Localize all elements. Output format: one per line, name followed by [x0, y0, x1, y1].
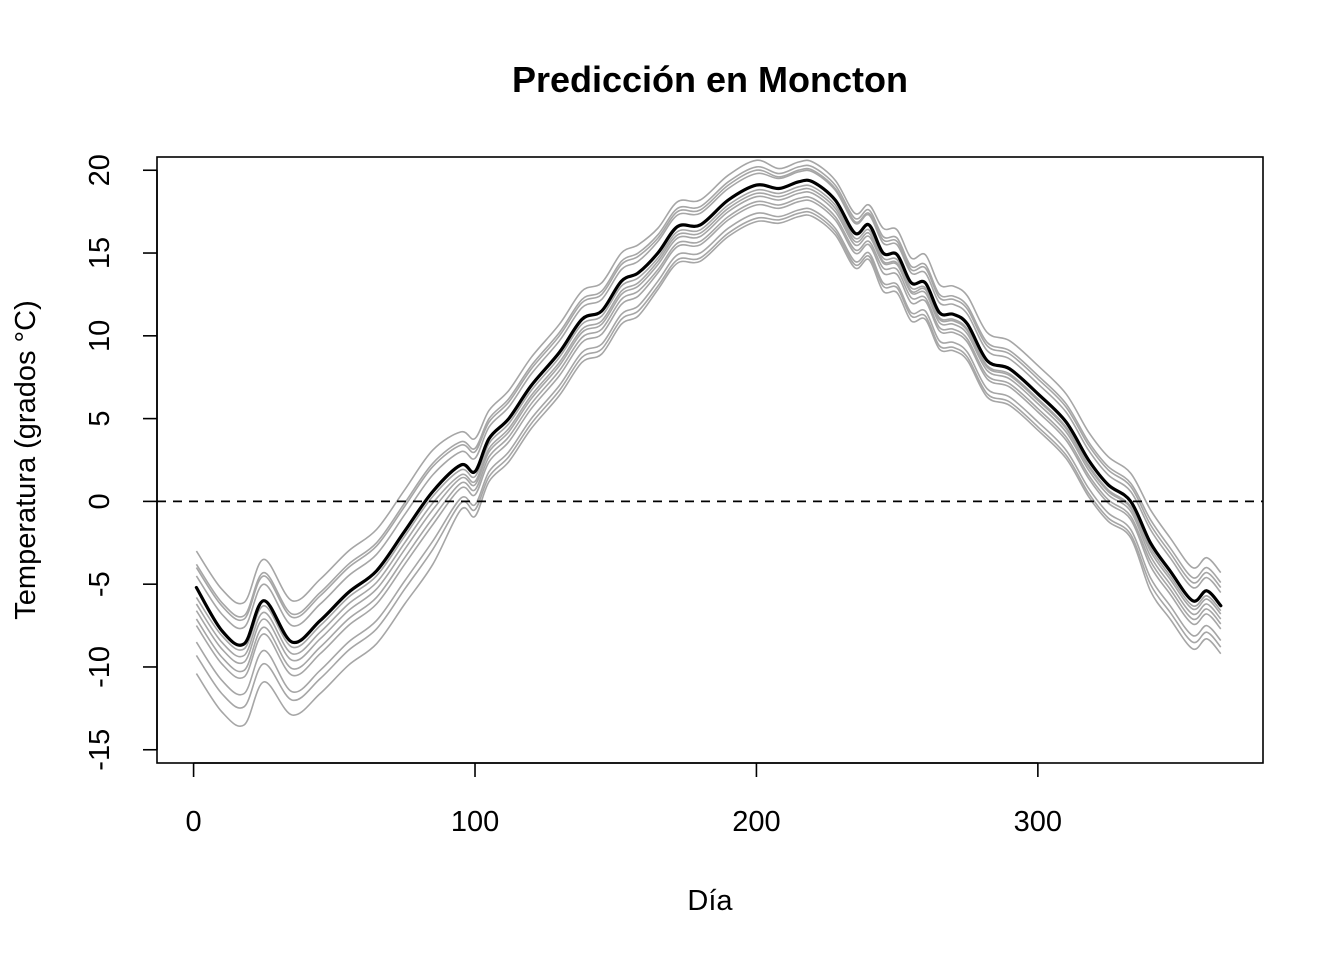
y-axis-label: Temperatura (grados °C) — [10, 300, 42, 619]
plot-frame — [156, 156, 1264, 764]
simulation-line — [195, 187, 1222, 658]
simulation-line — [195, 199, 1222, 679]
simulation-line — [195, 167, 1222, 621]
x-tick-label: 300 — [1014, 806, 1062, 838]
prediction-line — [194, 178, 1223, 647]
simulation-line — [195, 207, 1222, 696]
simulation-lines — [195, 159, 1222, 727]
x-axis: 0 100 200 300 — [186, 762, 1062, 838]
x-tick-label: 100 — [451, 806, 499, 838]
y-tick-label: 20 — [84, 154, 116, 186]
y-tick-label: 0 — [84, 493, 116, 509]
chart-title: Predicción en Moncton — [512, 59, 908, 100]
y-tick-label: 15 — [84, 237, 116, 269]
simulation-line — [195, 210, 1222, 709]
y-tick-label: 10 — [84, 320, 116, 352]
y-tick-label: -10 — [84, 646, 116, 688]
y-tick-label: 5 — [84, 411, 116, 427]
simulation-line — [195, 169, 1222, 630]
x-axis-label: Día — [687, 885, 733, 917]
simulation-line — [195, 195, 1222, 673]
y-tick-label: -5 — [84, 571, 116, 597]
simulation-line — [195, 190, 1222, 665]
simulation-line — [195, 184, 1222, 651]
x-tick-label: 200 — [732, 806, 780, 838]
simulation-line — [195, 164, 1222, 618]
y-tick-label: -15 — [84, 729, 116, 771]
y-axis: -15 -10 -5 0 5 10 15 20 — [84, 154, 158, 771]
x-tick-label: 0 — [186, 806, 202, 838]
simulation-line — [195, 159, 1222, 605]
simulation-line — [195, 214, 1222, 727]
